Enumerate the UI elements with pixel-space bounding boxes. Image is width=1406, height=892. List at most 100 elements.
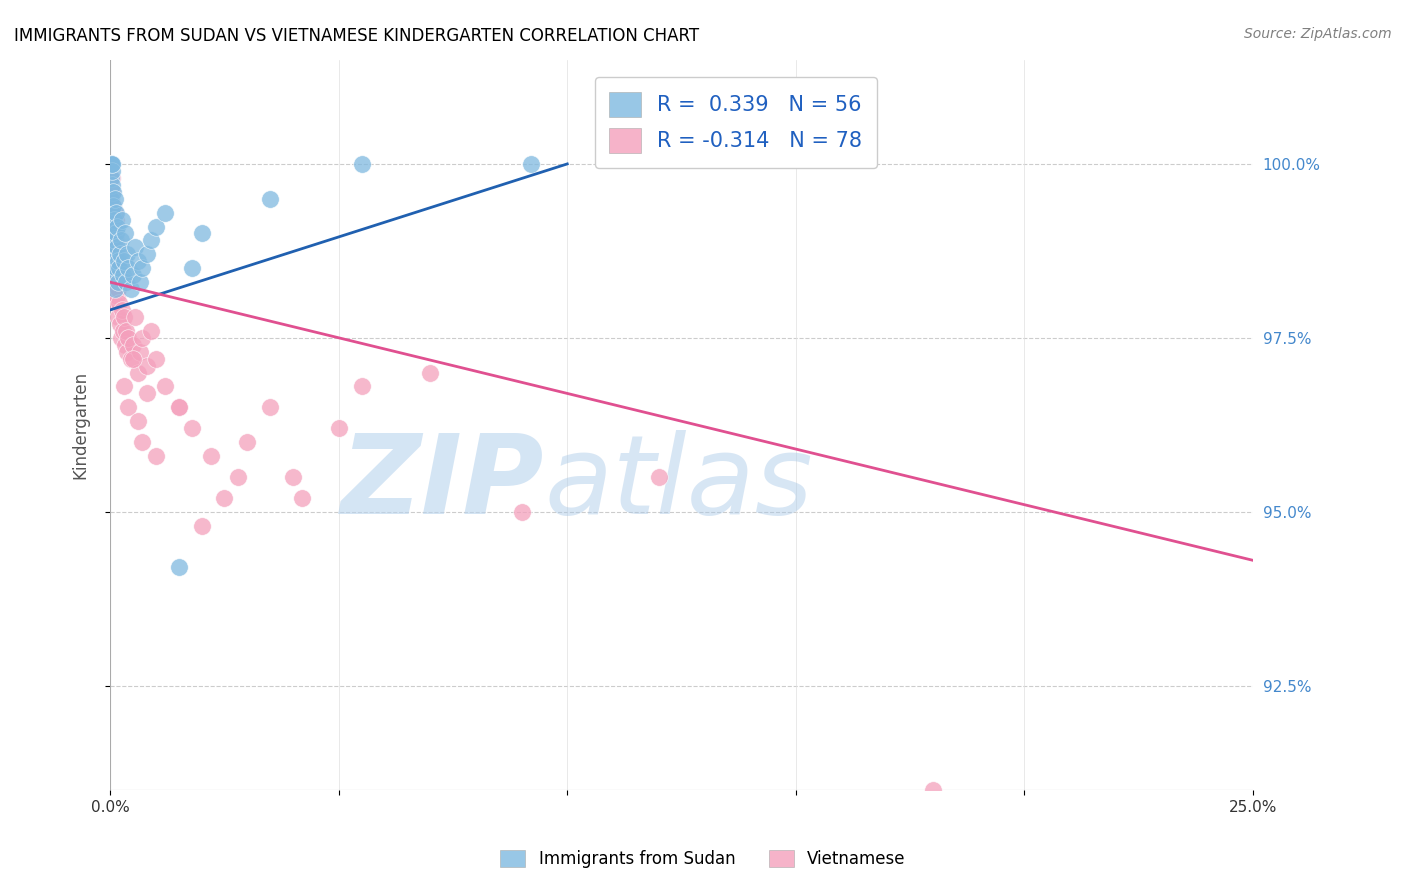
Point — [100, 157, 122, 171]
Point — [259, 192, 281, 206]
Point — [104, 261, 127, 276]
Point — [190, 227, 212, 241]
Point — [114, 227, 136, 241]
Point — [350, 379, 373, 393]
Point — [122, 351, 145, 366]
Point — [101, 199, 124, 213]
Point — [107, 282, 129, 296]
Point — [103, 199, 125, 213]
Point — [128, 344, 150, 359]
Point — [101, 247, 124, 261]
Point — [103, 240, 125, 254]
Point — [350, 157, 373, 171]
Point — [101, 178, 124, 192]
Y-axis label: Kindergarten: Kindergarten — [72, 371, 89, 479]
Point — [101, 205, 124, 219]
Point — [105, 254, 128, 268]
Point — [104, 261, 127, 276]
Point — [167, 401, 190, 415]
Point — [111, 302, 134, 317]
Point — [100, 261, 122, 276]
Point — [105, 219, 128, 234]
Point — [103, 227, 125, 241]
Point — [100, 157, 122, 171]
Point — [107, 254, 129, 268]
Point — [117, 344, 139, 359]
Point — [100, 212, 122, 227]
Point — [103, 212, 125, 227]
Point — [101, 157, 124, 171]
Point — [101, 227, 124, 241]
Point — [128, 275, 150, 289]
Point — [101, 219, 124, 234]
Point — [104, 205, 127, 219]
Point — [104, 212, 127, 227]
Point — [103, 212, 125, 227]
Point — [200, 449, 222, 463]
Text: ZIP: ZIP — [340, 430, 544, 537]
Point — [114, 337, 136, 351]
Point — [122, 268, 145, 283]
Point — [105, 227, 128, 241]
Point — [145, 351, 167, 366]
Point — [181, 261, 204, 276]
Point — [103, 261, 125, 276]
Point — [117, 247, 139, 261]
Point — [510, 505, 533, 519]
Point — [105, 268, 128, 283]
Point — [101, 282, 124, 296]
Point — [135, 247, 157, 261]
Point — [922, 782, 945, 797]
Point — [101, 157, 124, 171]
Point — [122, 337, 145, 351]
Point — [124, 310, 146, 324]
Point — [101, 185, 124, 199]
Point — [236, 435, 259, 450]
Point — [108, 317, 131, 331]
Point — [104, 282, 127, 296]
Point — [104, 234, 127, 248]
Point — [108, 296, 131, 310]
Point — [115, 275, 138, 289]
Point — [135, 386, 157, 401]
Point — [104, 205, 127, 219]
Point — [112, 310, 135, 324]
Point — [105, 275, 128, 289]
Point — [167, 401, 190, 415]
Point — [141, 324, 163, 338]
Point — [100, 192, 122, 206]
Point — [110, 331, 132, 345]
Point — [105, 240, 128, 254]
Point — [127, 366, 149, 380]
Point — [141, 234, 163, 248]
Point — [124, 240, 146, 254]
Point — [153, 379, 176, 393]
Point — [110, 234, 132, 248]
Point — [111, 268, 134, 283]
Point — [111, 212, 134, 227]
Point — [107, 310, 129, 324]
Point — [190, 518, 212, 533]
Point — [100, 205, 122, 219]
Point — [135, 359, 157, 373]
Legend: Immigrants from Sudan, Vietnamese: Immigrants from Sudan, Vietnamese — [494, 843, 912, 875]
Point — [103, 268, 125, 283]
Point — [104, 296, 127, 310]
Point — [259, 401, 281, 415]
Point — [112, 379, 135, 393]
Point — [647, 470, 669, 484]
Point — [105, 261, 128, 276]
Point — [112, 254, 135, 268]
Point — [101, 170, 124, 185]
Legend: R =  0.339   N = 56, R = -0.314   N = 78: R = 0.339 N = 56, R = -0.314 N = 78 — [595, 78, 877, 168]
Point — [103, 227, 125, 241]
Point — [145, 219, 167, 234]
Point — [101, 164, 124, 178]
Point — [226, 470, 249, 484]
Point — [214, 491, 236, 505]
Point — [108, 247, 131, 261]
Point — [519, 157, 541, 171]
Point — [145, 449, 167, 463]
Point — [120, 282, 142, 296]
Point — [100, 192, 122, 206]
